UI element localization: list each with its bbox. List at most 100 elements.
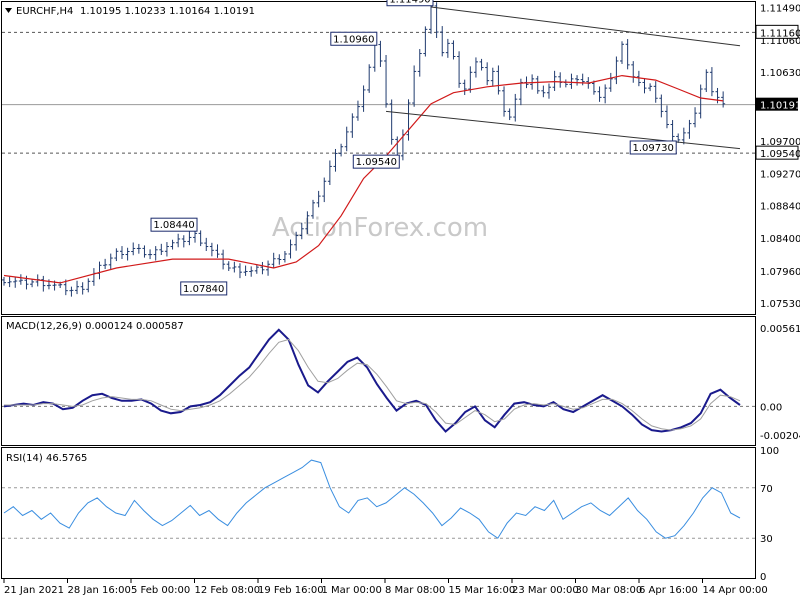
watermark: ActionForex.com <box>272 213 488 243</box>
ohlc-bar <box>608 72 613 92</box>
ohlc-bar <box>681 127 686 145</box>
price-axis-label: 1.09270 <box>760 169 800 180</box>
ohlc-bar <box>294 231 299 251</box>
ohlc-bar <box>603 84 608 104</box>
annotation-label: 1.10960 <box>333 34 374 45</box>
macd-axis-label: -0.002046 <box>760 431 800 442</box>
price-annotation: 1.09730 <box>629 140 677 155</box>
moving-average-line <box>3 74 724 284</box>
ohlc-bar <box>7 276 12 288</box>
ohlc-bar <box>715 87 720 104</box>
ohlc-bar <box>153 246 158 261</box>
ohlc-bar <box>558 72 563 88</box>
ohlc-bar <box>119 246 124 260</box>
ohlc-bar <box>451 40 456 60</box>
price-annotation: 1.09540 <box>352 154 400 169</box>
annotation-label: 1.07840 <box>183 284 224 295</box>
macd-signal-line <box>4 338 741 431</box>
ohlc-bar <box>170 239 175 250</box>
x-axis-label: 19 Feb 16:00 <box>258 585 324 596</box>
ohlc-bar <box>176 233 181 248</box>
ohlc-bar <box>69 286 74 297</box>
macd-line <box>3 328 741 433</box>
macd-axis-label: 0.00 <box>760 402 782 413</box>
level-tag <box>755 24 799 39</box>
ohlc-bar <box>473 57 478 78</box>
ohlc-bar <box>597 86 602 102</box>
x-axis-label: 23 Mar 00:00 <box>512 585 579 596</box>
ohlc-bar <box>378 40 383 67</box>
panel-frames <box>1 1 756 579</box>
price-axis-label: 1.11060 <box>760 36 800 47</box>
ohlc-bar <box>260 261 265 275</box>
ohlc-bar <box>535 75 540 94</box>
ohlc-bar <box>541 85 546 98</box>
ohlc-bar <box>625 39 630 70</box>
ohlc-bar <box>384 55 389 108</box>
annotation-box <box>386 0 434 7</box>
ohlc-bar <box>591 80 596 95</box>
ohlc-bar <box>344 126 349 152</box>
channel-lower-line <box>385 110 741 150</box>
ohlc-bar <box>423 26 428 57</box>
level-tag <box>755 145 799 160</box>
annotation-box <box>629 140 677 155</box>
macd-label: MACD(12,26,9) 0.000124 0.000587 <box>6 321 184 332</box>
ohlc-bar <box>13 277 18 288</box>
ohlc-bar <box>91 268 96 286</box>
ohlc-bar <box>457 51 462 88</box>
rsi-line <box>3 459 741 539</box>
ohlc-bar <box>30 278 35 288</box>
x-axis-label: 15 Mar 16:00 <box>449 585 516 596</box>
ohlc-bar <box>108 253 113 271</box>
ohlc-bar <box>164 242 169 257</box>
ohlc-bar <box>440 26 445 57</box>
macd-axis-label: 0.005618 <box>760 324 800 335</box>
x-axis-label: 8 Mar 08:00 <box>385 585 445 596</box>
ohlc-bar <box>569 73 574 89</box>
ohlc-bar <box>462 79 467 95</box>
ohlc-bar <box>209 242 214 257</box>
ohlc-bar <box>131 242 136 256</box>
ohlc-bar <box>546 83 551 99</box>
price-axis-label: 1.10191 <box>760 101 800 112</box>
annotation-label: 1.08440 <box>153 220 194 231</box>
ohlc-bar <box>417 49 422 77</box>
ohlc-bar <box>406 99 411 141</box>
ohlc-bar <box>339 143 344 157</box>
collapse-triangle-icon[interactable] <box>5 8 12 13</box>
ohlc-bar <box>552 70 557 91</box>
ohlc-bar <box>299 222 304 240</box>
rsi-axis-label: 70 <box>760 484 773 495</box>
ohlc-bar <box>266 260 271 276</box>
ohlc-bar <box>676 133 681 143</box>
ohlc-bar <box>316 190 321 208</box>
ohlc-bar <box>361 85 366 112</box>
ohlc-bar <box>215 244 220 258</box>
rsi-panel-frame <box>1 447 756 579</box>
channel-upper-line <box>430 6 741 47</box>
ohlc-bar <box>485 62 490 86</box>
ohlc-bar <box>620 41 625 64</box>
ohlc-bar <box>305 211 310 234</box>
ohlc-bar <box>721 91 726 108</box>
ohlc-bar <box>148 249 153 260</box>
ohlc-bar <box>288 239 293 259</box>
ohlc-label: 1.10195 1.10233 1.10164 1.10191 <box>80 6 255 17</box>
macd-panel-frame <box>1 316 756 446</box>
ohlc-bar <box>704 69 709 92</box>
ohlc-bar <box>653 81 658 103</box>
ohlc-bar <box>181 235 186 248</box>
ohlc-bar <box>659 94 664 118</box>
x-axis-label: 5 Feb 00:00 <box>131 585 190 596</box>
ohlc-bar <box>563 79 568 88</box>
price-axis-label: 1.07960 <box>760 267 800 278</box>
ohlc-bar <box>271 252 276 268</box>
axis-layer: 1.11490 1.11060 1.10630 1.10191 1.09700 1.092… <box>3 4 800 596</box>
x-axis-label: 30 Mar 08:00 <box>576 585 643 596</box>
ohlc-bar <box>648 83 653 92</box>
ohlc-bar <box>664 105 669 129</box>
ohlc-bar <box>412 65 417 107</box>
ohlc-bar <box>198 230 203 247</box>
